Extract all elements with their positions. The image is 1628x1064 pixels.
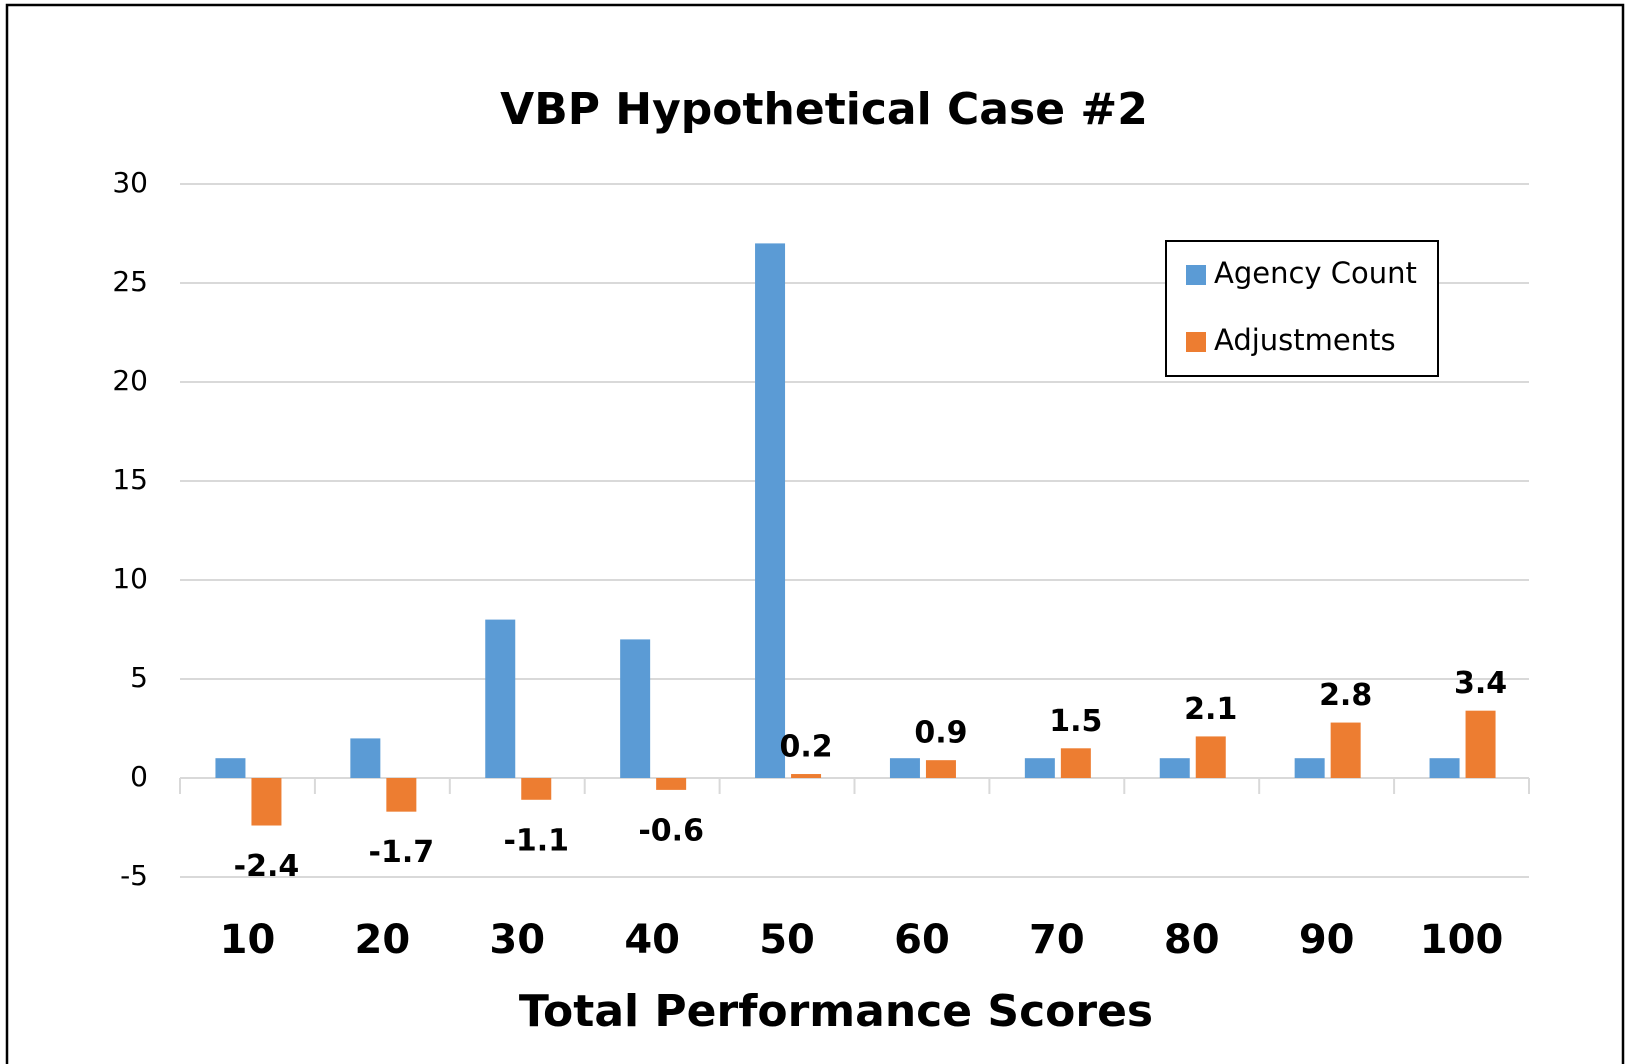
bar — [485, 619, 516, 778]
legend-label: Agency Count — [1214, 256, 1417, 290]
y-tick-label: 10 — [112, 562, 148, 595]
x-tick-label: 90 — [1299, 917, 1355, 963]
data-label: 3.4 — [1454, 666, 1507, 701]
x-axis-title: Total Performance Scores — [519, 986, 1153, 1037]
bar — [1429, 758, 1460, 778]
x-tick-label: 10 — [220, 917, 276, 963]
data-label: -0.6 — [638, 813, 704, 848]
data-label: 1.5 — [1049, 704, 1102, 739]
bar — [1330, 722, 1361, 778]
legend-label: Adjustments — [1214, 323, 1396, 357]
bar — [350, 738, 381, 778]
bar — [521, 778, 552, 800]
data-label: -1.7 — [369, 835, 435, 870]
x-tick-label: 40 — [624, 917, 680, 963]
x-tick-label: 20 — [355, 917, 411, 963]
bar — [1294, 758, 1325, 778]
bar — [656, 778, 687, 790]
bar — [1024, 758, 1055, 778]
bar — [1060, 748, 1091, 778]
x-tick-label: 30 — [489, 917, 545, 963]
data-label: 0.2 — [779, 730, 832, 765]
legend-swatch — [1186, 265, 1206, 285]
data-label: -2.4 — [234, 849, 300, 884]
x-tick-label: 60 — [894, 917, 950, 963]
bar — [889, 758, 920, 778]
legend-swatch — [1186, 332, 1206, 352]
chart-title: VBP Hypothetical Case #2 — [500, 84, 1148, 135]
bar — [215, 758, 246, 778]
bar — [386, 778, 417, 812]
y-tick-label: 25 — [112, 265, 148, 298]
chart-frame — [5, 3, 1625, 1064]
x-tick-label: 80 — [1164, 917, 1220, 963]
bar — [1195, 736, 1226, 778]
bar — [620, 639, 651, 778]
y-tick-label: 5 — [130, 661, 148, 694]
bar — [1159, 758, 1190, 778]
bar — [251, 778, 282, 826]
data-label: -1.1 — [503, 823, 569, 858]
x-tick-label: 70 — [1029, 917, 1085, 963]
data-label: 0.9 — [914, 716, 967, 751]
data-label: 2.1 — [1184, 692, 1237, 727]
legend-box — [1165, 240, 1439, 377]
x-tick-label: 100 — [1420, 917, 1504, 963]
y-tick-label: 20 — [112, 364, 148, 397]
y-tick-label: 15 — [112, 463, 148, 496]
bar — [755, 243, 786, 778]
y-tick-label: -5 — [120, 859, 148, 892]
x-tick-label: 50 — [759, 917, 815, 963]
y-tick-label: 30 — [112, 166, 148, 199]
bar — [925, 760, 956, 778]
bar — [791, 774, 822, 778]
y-tick-label: 0 — [130, 760, 148, 793]
bar — [1465, 710, 1496, 778]
data-label: 2.8 — [1319, 678, 1372, 713]
